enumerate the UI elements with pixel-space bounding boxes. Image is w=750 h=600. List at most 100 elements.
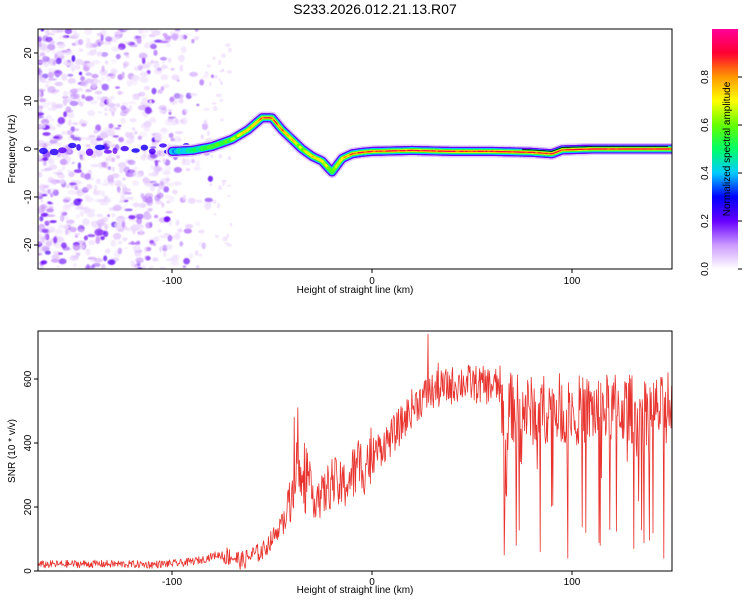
- noise-blob: [164, 119, 174, 126]
- noise-blob: [43, 226, 51, 230]
- snr-y-tick-label: 600: [23, 370, 34, 387]
- noise-blob: [122, 177, 126, 181]
- ridge-blob: [68, 142, 77, 149]
- snr-y-tick-label: 200: [23, 498, 34, 515]
- noise-blob: [66, 62, 75, 68]
- noise-blob: [102, 222, 106, 228]
- noise-blob: [45, 83, 49, 88]
- spectrogram-y-tick-label: -20: [23, 237, 34, 252]
- noise-blob: [58, 258, 67, 265]
- snr-frame: [37, 330, 673, 572]
- noise-blob: [117, 124, 122, 128]
- noise-blob: [147, 208, 153, 212]
- noise-blob: [112, 232, 122, 240]
- noise-blob: [96, 135, 101, 142]
- spectrogram-x-label: Height of straight line (km): [297, 285, 414, 296]
- ridge-blob: [159, 143, 167, 148]
- noise-blob: [168, 219, 173, 227]
- noise-blob: [92, 43, 98, 48]
- noise-blob: [119, 161, 125, 170]
- noise-blob: [46, 208, 54, 213]
- noise-blob: [104, 60, 109, 65]
- noise-blob: [68, 171, 75, 178]
- noise-blob: [199, 79, 205, 86]
- snr-x-tick-label: 0: [369, 577, 375, 588]
- noise-blob: [48, 202, 54, 205]
- noise-blob: [121, 107, 130, 114]
- noise-blob: [44, 220, 50, 225]
- noise-blob: [90, 164, 100, 168]
- noise-blob: [206, 130, 210, 137]
- noise-blob: [221, 179, 227, 183]
- noise-blob: [63, 59, 68, 66]
- noise-blob: [151, 141, 158, 147]
- noise-blob: [212, 105, 218, 111]
- noise-blob: [79, 101, 84, 107]
- snr-y-tick-label: 0: [23, 568, 34, 574]
- noise-blob: [111, 59, 118, 64]
- noise-blob: [40, 29, 45, 32]
- noise-blob: [137, 64, 143, 71]
- noise-blob: [225, 43, 231, 48]
- noise-blob: [100, 34, 104, 41]
- noise-blob: [74, 185, 79, 191]
- noise-blob: [194, 29, 199, 32]
- noise-blob: [189, 93, 198, 97]
- noise-blob: [42, 73, 49, 79]
- noise-blob: [130, 241, 135, 245]
- noise-blob: [85, 248, 91, 256]
- noise-blob: [226, 70, 233, 74]
- snr-line: [38, 333, 672, 570]
- noise-blob: [210, 154, 214, 158]
- noise-blob: [116, 217, 124, 224]
- noise-blob: [135, 213, 145, 220]
- noise-blob: [119, 191, 127, 194]
- noise-blob: [52, 171, 58, 175]
- ridge-segment: [328, 168, 334, 173]
- noise-blob: [196, 103, 200, 107]
- noise-blob: [49, 188, 57, 192]
- noise-blob: [94, 257, 103, 263]
- noise-blob: [123, 225, 128, 230]
- noise-blob: [184, 108, 189, 114]
- noise-blob: [128, 132, 135, 140]
- noise-blob: [163, 233, 171, 236]
- noise-blob: [49, 220, 57, 224]
- noise-blob: [39, 183, 45, 192]
- ridge-segment: [243, 130, 247, 133]
- noise-blob: [54, 73, 62, 76]
- noise-blob: [103, 255, 108, 262]
- noise-blob: [189, 71, 199, 77]
- noise-blob: [159, 181, 165, 186]
- noise-blob: [42, 56, 50, 62]
- noise-blob: [125, 227, 134, 231]
- noise-blob: [143, 85, 150, 91]
- noise-blob: [195, 160, 200, 168]
- ridge-blob: [112, 147, 118, 154]
- noise-blob: [77, 150, 87, 157]
- noise-blob: [57, 117, 66, 125]
- noise-blob: [101, 183, 110, 186]
- noise-blob: [47, 71, 54, 79]
- noise-blob: [54, 228, 64, 235]
- noise-blob: [204, 202, 212, 210]
- noise-blob: [109, 71, 116, 78]
- noise-blob: [90, 220, 99, 228]
- noise-blob: [101, 161, 106, 168]
- colorbar-tick-label: 0.2: [700, 214, 711, 228]
- noise-blob: [150, 43, 157, 50]
- noise-blob: [109, 106, 117, 113]
- noise-blob: [38, 250, 44, 253]
- noise-blob: [154, 160, 159, 167]
- noise-blob: [110, 95, 115, 100]
- noise-blob: [88, 208, 95, 213]
- noise-blob: [162, 63, 166, 71]
- noise-blob: [148, 265, 154, 269]
- noise-blob: [72, 255, 79, 259]
- noise-blob: [224, 242, 230, 245]
- spectrogram-y-tick-label: 10: [23, 95, 34, 107]
- noise-blob: [171, 235, 180, 241]
- noise-blob: [148, 99, 153, 107]
- ridge-blob: [140, 144, 149, 151]
- noise-blob: [218, 153, 222, 159]
